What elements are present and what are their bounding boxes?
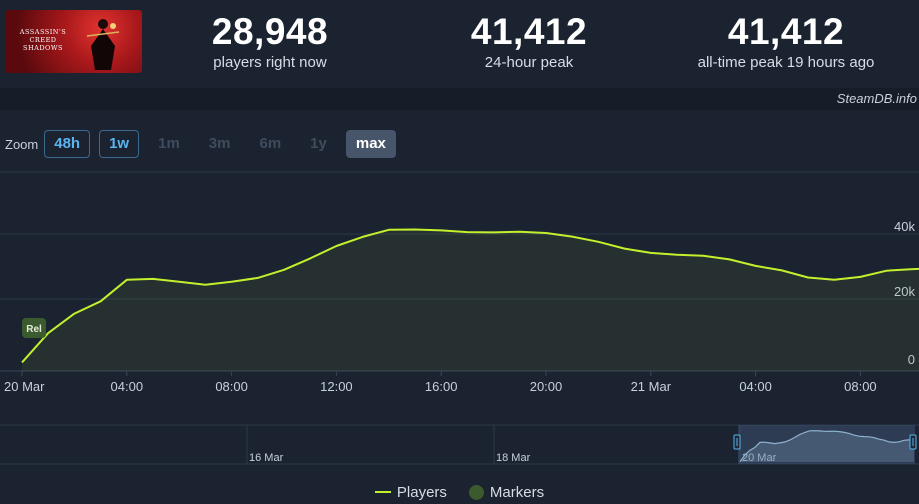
players-area-fill — [22, 229, 919, 371]
player-count-chart[interactable]: 0 20k 40k 20 Mar 04:00 08:00 12:00 16:00 20:00 21… — [0, 168, 919, 408]
x-tick-label: 12:00 — [320, 379, 353, 394]
x-tick-label: 08:00 — [215, 379, 248, 394]
x-tick-label: 20 Mar — [4, 379, 45, 394]
stat-value: 28,948 — [211, 11, 329, 52]
zoom-label: Zoom — [5, 136, 39, 152]
players-line-swatch — [374, 491, 391, 493]
release-marker[interactable]: Rel — [22, 318, 46, 338]
zoom-1m-button[interactable]: 1m — [158, 135, 180, 152]
game-logo-text: ASSASSIN'S CREED SHADOWS — [19, 28, 67, 52]
stat-value: 41,412 — [470, 11, 588, 52]
x-tick-label: 08:00 — [844, 379, 877, 394]
legend-item-players[interactable]: Players — [374, 483, 447, 501]
credit-bar: SteamDB.info — [0, 88, 919, 110]
zoom-1y-button[interactable]: 1y — [310, 135, 327, 152]
game-character-art — [86, 19, 120, 70]
zoom-controls: Zoom 48h 1w 1m 3m 6m 1y max — [5, 130, 405, 158]
steamdb-credit-link[interactable]: SteamDB.info — [836, 91, 917, 106]
navigator-date-label: 20 Mar — [742, 452, 777, 464]
zoom-48h-button[interactable]: 48h — [44, 130, 91, 158]
chart-legend: Players Markers — [0, 482, 919, 502]
legend-label-players: Players — [396, 483, 447, 501]
x-tick-label: 04:00 — [111, 379, 144, 394]
legend-label-markers: Markers — [489, 483, 545, 501]
x-tick-label: 21 Mar — [631, 379, 672, 394]
release-marker-label: Rel — [26, 324, 42, 335]
navigator-date-label: 18 Mar — [496, 452, 531, 464]
zoom-6m-button[interactable]: 6m — [259, 135, 282, 152]
stat-all-time-peak: 41,412 all-time peak 19 hours ago — [686, 11, 886, 72]
stats-header: ASSASSIN'S CREED SHADOWS 28,948 players … — [0, 0, 919, 88]
navigator-series-line — [739, 430, 915, 462]
y-tick-label: 0 — [908, 352, 915, 367]
legend-item-markers[interactable]: Markers — [468, 483, 545, 501]
y-tick-label: 40k — [894, 219, 915, 234]
stat-current-players: 28,948 players right now — [180, 11, 360, 72]
stat-label: 24-hour peak — [484, 54, 574, 71]
stat-value: 41,412 — [727, 11, 845, 52]
release-marker-badge — [22, 318, 46, 338]
stat-label: players right now — [213, 54, 327, 71]
stat-24h-peak: 41,412 24-hour peak — [439, 11, 619, 72]
chart-navigator[interactable]: 16 Mar 18 Mar 20 Mar — [0, 422, 919, 468]
x-tick-label: 04:00 — [739, 379, 772, 394]
zoom-1w-button[interactable]: 1w — [99, 130, 140, 158]
x-tick-label: 20:00 — [530, 379, 563, 394]
players-series-line — [21, 228, 919, 364]
zoom-max-button[interactable]: max — [345, 130, 396, 158]
x-tick-label: 16:00 — [425, 379, 458, 394]
navigator-series-fill — [740, 430, 914, 462]
stat-label: all-time peak 19 hours ago — [697, 54, 875, 71]
y-tick-label: 20k — [894, 284, 915, 299]
game-thumbnail[interactable]: ASSASSIN'S CREED SHADOWS — [5, 10, 142, 73]
zoom-3m-button[interactable]: 3m — [208, 135, 231, 152]
markers-dot-swatch — [468, 484, 484, 500]
navigator-date-label: 16 Mar — [249, 452, 284, 464]
